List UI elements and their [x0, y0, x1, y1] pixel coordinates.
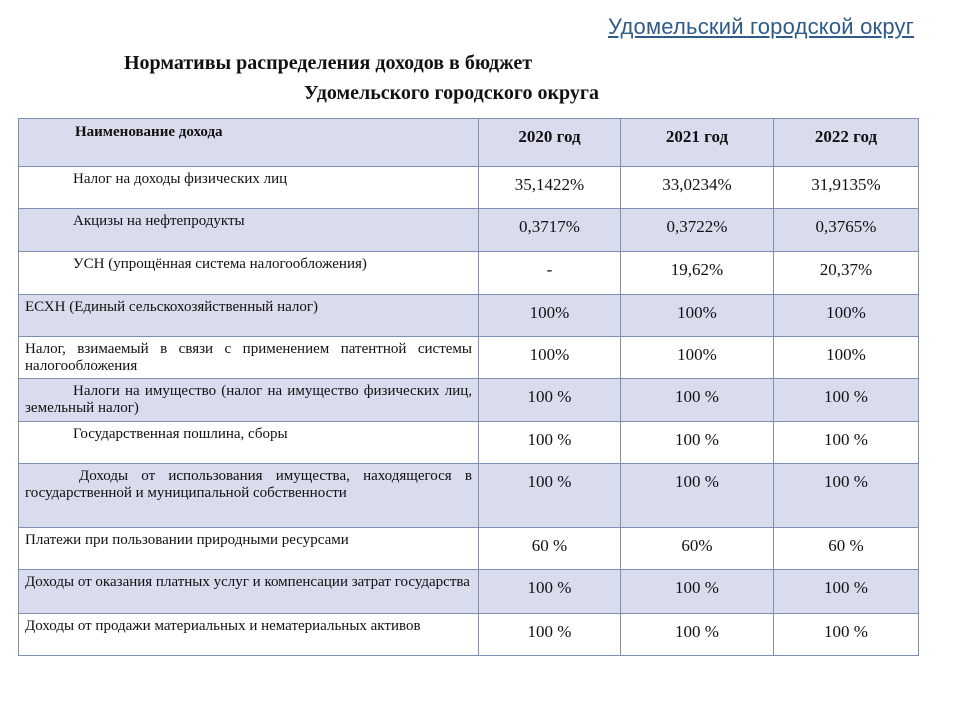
row-value-2020: -	[478, 251, 621, 295]
table-row: Государственная пошлина, сборы 100 % 100…	[18, 421, 919, 464]
row-value-2020: 35,1422%	[478, 166, 621, 209]
row-value-2022: 100%	[773, 336, 919, 379]
row-name: Платежи при пользовании природными ресур…	[18, 527, 479, 570]
page-title-line1: Нормативы распределения доходов в бюджет	[124, 52, 533, 74]
row-value-2022: 100%	[773, 294, 919, 337]
row-value-2021: 100 %	[620, 463, 774, 528]
row-value-2022: 100 %	[773, 569, 919, 614]
row-name: ЕСХН (Единый сельскохозяйственный налог)	[18, 294, 479, 337]
table-row: Налоги на имущество (налог на имущество …	[18, 378, 919, 422]
row-value-2022: 60 %	[773, 527, 919, 570]
row-name: УСН (упрощённая система налогообложения)	[18, 251, 479, 295]
header-income-name: Наименование дохода	[18, 118, 479, 167]
row-name: Акцизы на нефтепродукты	[18, 208, 479, 252]
district-link[interactable]: Удомельский городской округ	[608, 14, 914, 39]
header-2022: 2022 год	[773, 118, 919, 167]
row-value-2022: 31,9135%	[773, 166, 919, 209]
revenue-distribution-table: Наименование дохода 2020 год 2021 год 20…	[18, 118, 919, 656]
table-row: Платежи при пользовании природными ресур…	[18, 527, 919, 570]
table-row: Доходы от использования имущества, наход…	[18, 463, 919, 528]
header-2020: 2020 год	[478, 118, 621, 167]
row-value-2020: 100 %	[478, 569, 621, 614]
table-row: Доходы от оказания платных услуг и компе…	[18, 569, 919, 614]
row-value-2020: 100%	[478, 294, 621, 337]
row-value-2022: 100 %	[773, 613, 919, 656]
row-value-2021: 19,62%	[620, 251, 774, 295]
row-name: Налоги на имущество (налог на имущество …	[18, 378, 479, 422]
row-value-2021: 33,0234%	[620, 166, 774, 209]
row-name: Налог на доходы физических лиц	[18, 166, 479, 209]
header-2021: 2021 год	[620, 118, 774, 167]
row-name: Доходы от продажи материальных и нематер…	[18, 613, 479, 656]
row-value-2021: 0,3722%	[620, 208, 774, 252]
row-value-2021: 100%	[620, 336, 774, 379]
row-value-2021: 100 %	[620, 421, 774, 464]
row-value-2022: 0,3765%	[773, 208, 919, 252]
row-value-2021: 100 %	[620, 613, 774, 656]
row-value-2021: 100 %	[620, 569, 774, 614]
row-name: Доходы от использования имущества, наход…	[18, 463, 479, 528]
row-name: Налог, взимаемый в связи с применением п…	[18, 336, 479, 379]
row-value-2020: 100%	[478, 336, 621, 379]
table-row: УСН (упрощённая система налогообложения)…	[18, 251, 919, 295]
table-row: Акцизы на нефтепродукты 0,3717% 0,3722% …	[18, 208, 919, 252]
row-name: Государственная пошлина, сборы	[18, 421, 479, 464]
row-value-2022: 20,37%	[773, 251, 919, 295]
page-title-line2: Удомельского городского округа	[304, 82, 599, 104]
row-value-2020: 100 %	[478, 421, 621, 464]
table-header-row: Наименование дохода 2020 год 2021 год 20…	[18, 118, 919, 167]
table-row: Доходы от продажи материальных и нематер…	[18, 613, 919, 656]
table-row: Налог, взимаемый в связи с применением п…	[18, 336, 919, 379]
row-value-2020: 100 %	[478, 613, 621, 656]
row-value-2020: 100 %	[478, 463, 621, 528]
row-value-2020: 60 %	[478, 527, 621, 570]
row-value-2021: 100 %	[620, 378, 774, 422]
row-name: Доходы от оказания платных услуг и компе…	[18, 569, 479, 614]
table-row: ЕСХН (Единый сельскохозяйственный налог)…	[18, 294, 919, 337]
row-value-2021: 100%	[620, 294, 774, 337]
row-value-2022: 100 %	[773, 378, 919, 422]
row-value-2022: 100 %	[773, 463, 919, 528]
row-value-2021: 60%	[620, 527, 774, 570]
row-value-2020: 100 %	[478, 378, 621, 422]
table-row: Налог на доходы физических лиц 35,1422% …	[18, 166, 919, 209]
row-value-2020: 0,3717%	[478, 208, 621, 252]
row-value-2022: 100 %	[773, 421, 919, 464]
